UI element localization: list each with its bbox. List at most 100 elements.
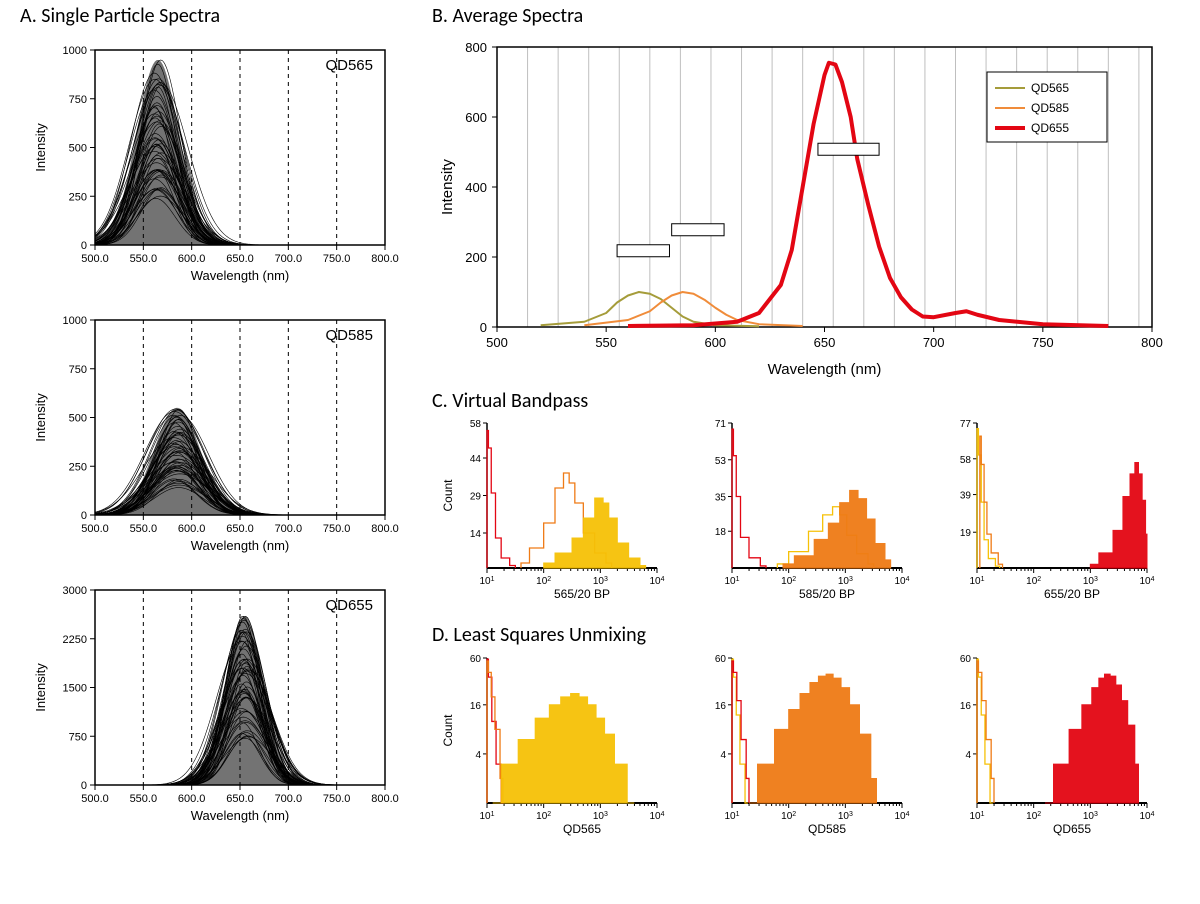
panel-a-title: A. Single Particle Spectra (20, 4, 220, 28)
svg-text:400: 400 (465, 180, 487, 195)
panel-d-title: D. Least Squares Unmixing (432, 623, 646, 647)
svg-text:500: 500 (69, 143, 87, 155)
svg-text:650.0: 650.0 (226, 523, 254, 535)
svg-text:600.0: 600.0 (178, 793, 206, 805)
svg-text:101: 101 (479, 811, 494, 823)
svg-text:102: 102 (781, 576, 796, 588)
svg-text:800.0: 800.0 (371, 793, 399, 805)
svg-text:800: 800 (465, 40, 487, 55)
svg-text:Wavelength (nm): Wavelength (nm) (768, 361, 882, 378)
svg-text:700.0: 700.0 (275, 793, 303, 805)
svg-text:QD565: QD565 (1031, 81, 1069, 95)
svg-text:750: 750 (69, 364, 87, 376)
svg-text:600.0: 600.0 (178, 253, 206, 265)
svg-text:101: 101 (724, 576, 739, 588)
svg-text:700.0: 700.0 (275, 253, 303, 265)
svg-text:104: 104 (894, 576, 909, 588)
svg-text:550.0: 550.0 (130, 523, 158, 535)
svg-text:3000: 3000 (63, 585, 87, 597)
svg-text:4: 4 (475, 750, 481, 761)
svg-text:104: 104 (649, 811, 664, 823)
svg-text:750.0: 750.0 (323, 793, 351, 805)
svg-text:2250: 2250 (63, 634, 87, 646)
svg-text:655/20 BP: 655/20 BP (1044, 587, 1100, 601)
svg-text:500.0: 500.0 (81, 793, 109, 805)
svg-text:QD585: QD585 (1031, 101, 1069, 115)
svg-text:Intensity: Intensity (439, 159, 456, 215)
svg-text:550.0: 550.0 (130, 793, 158, 805)
svg-text:103: 103 (1083, 576, 1098, 588)
svg-text:QD585: QD585 (808, 822, 846, 836)
svg-text:60: 60 (715, 654, 727, 665)
svg-text:104: 104 (649, 576, 664, 588)
svg-text:Intensity: Intensity (33, 393, 48, 442)
panel-a: 500.0 550.0 600.0 650.0 700.0 750.0 800.0 0 250 5… (20, 35, 415, 865)
svg-text:700: 700 (923, 335, 945, 350)
svg-text:500.0: 500.0 (81, 523, 109, 535)
svg-text:102: 102 (536, 811, 551, 823)
svg-text:103: 103 (838, 576, 853, 588)
svg-text:35: 35 (715, 493, 727, 504)
svg-text:103: 103 (1083, 811, 1098, 823)
svg-text:500.0: 500.0 (81, 253, 109, 265)
svg-text:600: 600 (704, 335, 726, 350)
svg-text:0: 0 (81, 780, 87, 792)
svg-text:4: 4 (720, 750, 726, 761)
svg-text:500: 500 (486, 335, 508, 350)
svg-text:565/20 BP: 565/20 BP (554, 587, 610, 601)
svg-text:0: 0 (81, 510, 87, 522)
svg-text:600: 600 (465, 110, 487, 125)
svg-text:0: 0 (480, 320, 487, 335)
svg-text:650.0: 650.0 (226, 793, 254, 805)
svg-text:16: 16 (960, 701, 972, 712)
svg-text:650: 650 (814, 335, 836, 350)
svg-text:102: 102 (1026, 576, 1041, 588)
svg-text:104: 104 (894, 811, 909, 823)
svg-text:QD585: QD585 (325, 327, 373, 344)
svg-text:1000: 1000 (63, 45, 87, 57)
svg-text:550.0: 550.0 (130, 253, 158, 265)
svg-text:800.0: 800.0 (371, 523, 399, 535)
svg-text:QD565: QD565 (563, 822, 601, 836)
svg-text:104: 104 (1139, 576, 1154, 588)
panel-b-title: B. Average Spectra (432, 4, 583, 28)
svg-text:250: 250 (69, 461, 87, 473)
svg-text:1000: 1000 (63, 315, 87, 327)
panel-c: 14294458101102103104Count565/20 BP183553… (432, 415, 1177, 620)
svg-text:1500: 1500 (63, 683, 87, 695)
svg-text:Wavelength (nm): Wavelength (nm) (191, 538, 290, 553)
svg-text:101: 101 (969, 811, 984, 823)
panel-d: 41660101102103104CountQD5654166010110210… (432, 650, 1177, 865)
svg-text:44: 44 (470, 454, 482, 465)
panel-d-svg: 41660101102103104CountQD5654166010110210… (432, 650, 1177, 865)
svg-text:16: 16 (715, 701, 727, 712)
svg-text:101: 101 (969, 576, 984, 588)
svg-text:102: 102 (536, 576, 551, 588)
svg-text:71: 71 (715, 419, 727, 430)
svg-text:750.0: 750.0 (323, 523, 351, 535)
panel-c-title: C. Virtual Bandpass (432, 389, 588, 413)
svg-text:58: 58 (470, 419, 482, 430)
panel-b-svg: 5005506006507007508000200400600800Wavele… (432, 35, 1177, 390)
svg-text:102: 102 (781, 811, 796, 823)
svg-text:60: 60 (960, 654, 972, 665)
svg-text:Intensity: Intensity (33, 123, 48, 172)
svg-text:QD655: QD655 (325, 597, 373, 614)
svg-text:101: 101 (724, 811, 739, 823)
svg-text:200: 200 (465, 250, 487, 265)
svg-text:750: 750 (69, 94, 87, 106)
svg-text:700.0: 700.0 (275, 523, 303, 535)
svg-text:18: 18 (715, 527, 727, 538)
svg-text:QD655: QD655 (1031, 121, 1069, 135)
svg-text:53: 53 (715, 456, 727, 467)
svg-text:750: 750 (1032, 335, 1054, 350)
svg-text:800: 800 (1141, 335, 1163, 350)
svg-text:4: 4 (965, 750, 971, 761)
svg-text:QD565: QD565 (325, 57, 373, 74)
svg-text:39: 39 (960, 491, 972, 502)
svg-text:Wavelength (nm): Wavelength (nm) (191, 268, 290, 283)
panel-c-svg: 14294458101102103104Count565/20 BP183553… (432, 415, 1177, 620)
svg-text:103: 103 (838, 811, 853, 823)
svg-text:16: 16 (470, 701, 482, 712)
svg-text:Count: Count (441, 479, 455, 512)
